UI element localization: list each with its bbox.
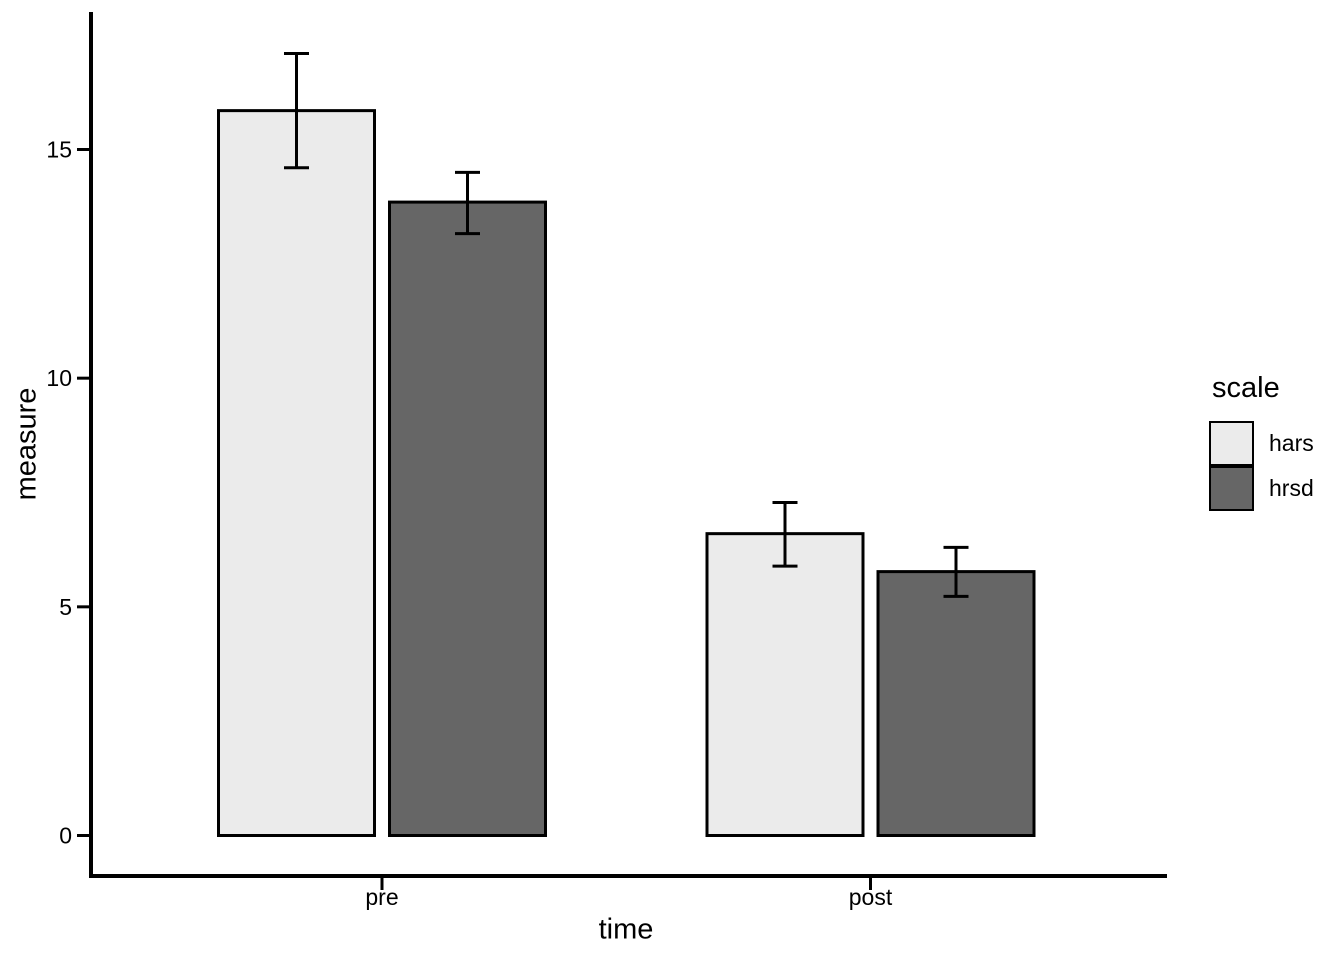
- y-tick-label-5: 5: [59, 594, 72, 620]
- x-axis-title: time: [598, 913, 654, 946]
- bar-pre-hrsd: [388, 200, 547, 837]
- y-tick-label-10: 10: [46, 365, 72, 391]
- legend-title: scale: [1212, 372, 1280, 404]
- legend-key-hrsd: hrsd: [1209, 466, 1314, 511]
- legend-label-hrsd: hrsd: [1269, 475, 1314, 501]
- legend-keys: hars hrsd: [1209, 421, 1314, 511]
- legend-key-hars: hars: [1209, 421, 1314, 466]
- legend-swatch-hrsd: [1209, 466, 1254, 511]
- y-axis-title: measure: [10, 387, 43, 501]
- bar-post-hrsd: [876, 570, 1036, 837]
- y-tick-label-0: 0: [59, 823, 72, 849]
- legend-label-hars: hars: [1269, 430, 1314, 456]
- bar-post-hars: [705, 532, 865, 837]
- legend: scale hars hrsd: [1209, 374, 1314, 511]
- y-tick-label-15: 15: [46, 137, 72, 163]
- legend-swatch-hars: [1209, 421, 1254, 466]
- x-tick-label-post: post: [849, 884, 893, 910]
- bar-pre-hars: [217, 109, 376, 837]
- x-tick-label-pre: pre: [365, 884, 398, 910]
